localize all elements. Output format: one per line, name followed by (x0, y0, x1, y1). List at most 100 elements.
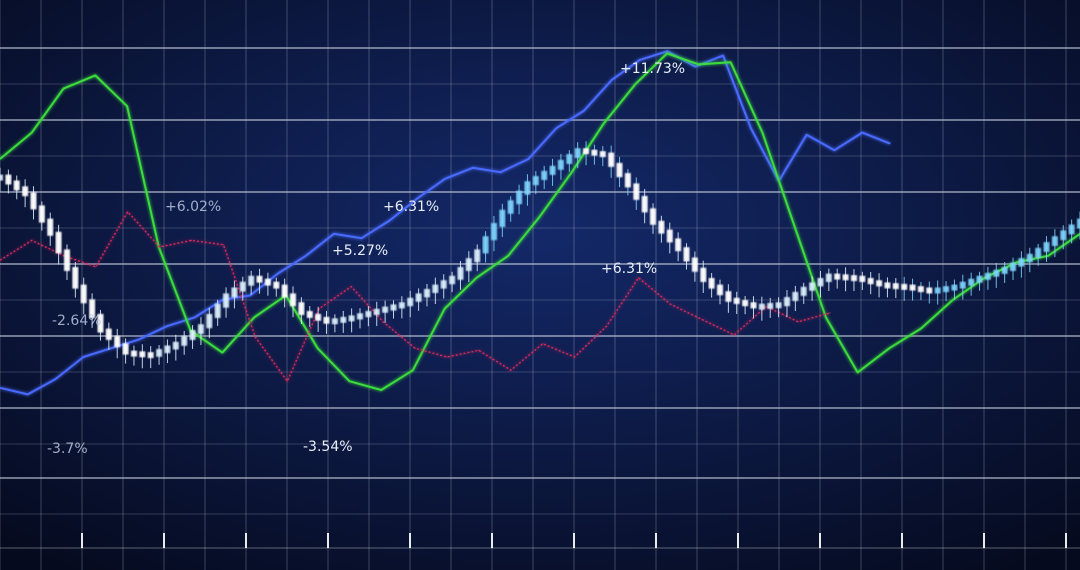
series-point-red (605, 325, 608, 327)
candle-body (867, 278, 874, 285)
series-point-blue (110, 347, 112, 349)
candle-body (89, 299, 96, 318)
series-point-blue (138, 338, 140, 340)
annotation-plus-5-27: +5.27% (332, 243, 388, 259)
candle-body (675, 238, 682, 252)
candle-body (775, 302, 782, 309)
series-point-red (829, 312, 831, 314)
candle-body (256, 275, 263, 283)
series-point-blue (416, 198, 418, 200)
candle-body (13, 180, 20, 191)
series-point-blue (277, 272, 279, 274)
series-point-blue (694, 66, 696, 68)
series-point-red (669, 303, 672, 305)
series-point-blue (472, 167, 474, 169)
candle-body (566, 154, 573, 164)
candle-body (231, 287, 238, 298)
series-point-green (317, 347, 319, 349)
candle-body (22, 186, 29, 197)
candle-body (331, 318, 338, 325)
series-point-blue (221, 299, 224, 301)
series-point-green (62, 88, 65, 90)
series-point-green (793, 224, 795, 226)
candle-body (516, 190, 523, 205)
series-point-green (761, 132, 764, 134)
candle-body (306, 311, 313, 318)
series-point-red (765, 305, 767, 307)
series-point-blue (500, 171, 502, 173)
candle-body (809, 282, 816, 291)
series-point-green (253, 316, 255, 318)
candle-body (424, 289, 430, 298)
candle-body (499, 209, 506, 227)
candle-body (131, 350, 137, 357)
candle-body (47, 218, 54, 236)
candle-body (767, 302, 774, 309)
candle-body (934, 287, 941, 294)
series-point-red (0, 259, 1, 261)
candle-body (147, 352, 154, 359)
candle-body (717, 284, 723, 296)
candle-body (248, 275, 255, 286)
candle-body (491, 223, 497, 241)
candle-body (189, 330, 196, 340)
series-point-green (1047, 255, 1049, 257)
series-point-red (478, 349, 480, 351)
candle-body (315, 313, 322, 321)
candle-body (181, 335, 188, 346)
series-point-blue (249, 294, 251, 296)
series-point-green (380, 389, 382, 391)
series-point-blue (444, 178, 446, 180)
candle-body (38, 205, 45, 223)
candle-body (541, 170, 548, 180)
candle-body (465, 258, 472, 271)
candle-body (599, 151, 606, 158)
candle-body (1026, 253, 1033, 263)
candle-body (800, 286, 807, 296)
series-point-green (888, 347, 891, 349)
candle-body (281, 284, 288, 298)
series-point-green (634, 83, 636, 85)
candle-body (1060, 230, 1067, 241)
series-point-blue (639, 59, 641, 61)
series-point-red (318, 308, 320, 310)
candle-body (323, 316, 330, 324)
series-point-blue (0, 387, 1, 389)
series-point-blue (861, 132, 863, 134)
candle-body (340, 316, 347, 323)
candle-body (650, 208, 656, 225)
candle-body (449, 275, 456, 285)
candle-body (30, 192, 37, 210)
series-point-blue (611, 79, 613, 81)
annotation-plus-6-02: +6.02% (165, 199, 221, 215)
series-point-blue (388, 220, 390, 222)
candle-body (164, 345, 171, 354)
candle-body (917, 286, 924, 293)
candle-body (993, 269, 1000, 277)
candle-body (951, 284, 958, 291)
candle-body (105, 328, 112, 340)
candle-body (926, 287, 933, 294)
candle-body (532, 176, 539, 186)
candle-body (876, 280, 883, 287)
candle-body (825, 273, 832, 282)
annotation-plus-6-31-upper: +6.31% (383, 199, 439, 215)
series-point-blue (889, 143, 891, 145)
series-point-blue (55, 378, 57, 380)
candle-body (97, 313, 104, 333)
series-point-green (666, 52, 668, 55)
candle-body (683, 247, 690, 262)
candle-body (708, 278, 715, 289)
candle-body (114, 335, 121, 348)
candle-body (784, 297, 790, 307)
series-point-blue (722, 55, 724, 57)
candle-body (658, 220, 665, 234)
candle-body (1043, 242, 1050, 252)
series-point-green (920, 327, 922, 329)
candle-body (1077, 218, 1080, 229)
candle-body (842, 274, 849, 281)
series-point-red (350, 286, 352, 288)
candle-body (407, 297, 414, 307)
series-point-green (126, 105, 128, 107)
